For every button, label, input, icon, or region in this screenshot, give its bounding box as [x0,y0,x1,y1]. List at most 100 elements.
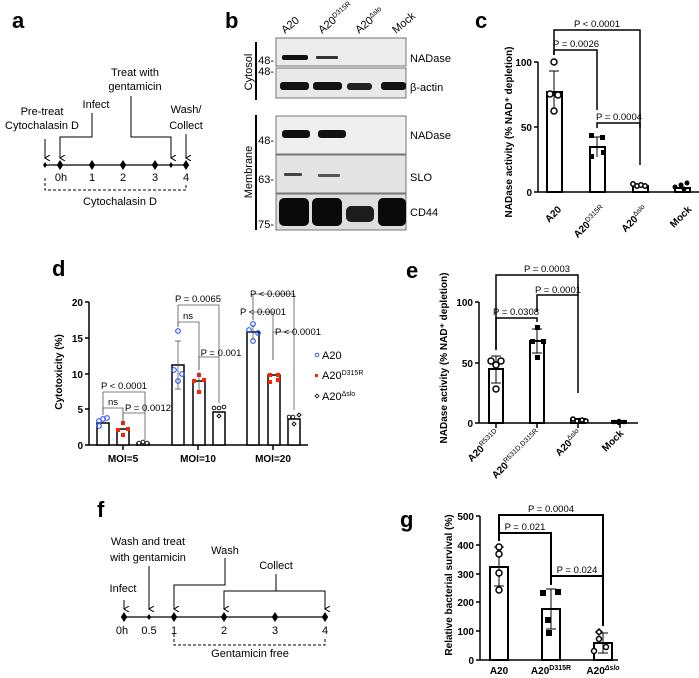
g-y-axis-label: Relative bacterial survival (%) [444,514,455,655]
d-p-moi10-d315r-vs-dslo: P = 0.001 [201,348,242,359]
step-wash: Wash/ [171,104,203,116]
f-step-collect: Collect [259,560,293,572]
e-p-double-vs-dslo: P = 0.0001 [535,285,581,296]
fraction-cytosol: Cytosol [243,54,255,91]
d-p-moi10-a20-vs-dslo: P = 0.0065 [175,294,221,305]
c-xtick-a20-d315r: A20D315R [571,204,608,241]
e-ytick-0: 0 [467,419,473,430]
c-y-axis-label: NADase activity (% NAD⁺ depletion) [504,47,515,218]
g-xtick-a20: A20 [490,666,509,677]
step-infect: Infect [83,99,110,111]
f-tick-0-5: 0.5 [141,625,156,637]
d-p-moi20-a20-vs-dslo: P < 0.0001 [250,289,296,300]
e-p-r531d-vs-double: P = 0.0308 [493,307,539,318]
d-xtick-moi5: MOI=5 [108,454,139,465]
bracket-cytochalasin: Cytochalasin D [83,196,157,208]
d-ytick-0: 0 [77,441,83,452]
g-ytick-200: 200 [457,598,474,609]
d-p-moi5-ns: ns [108,397,118,408]
e-xtick-a20-dslo: A20Δslo [553,428,584,459]
panel-label-c: c [475,8,487,33]
panel-label-a: a [12,8,25,33]
blot-nadase-membrane: NADase [410,130,451,142]
g-xtick-a20-d315r: A20D315R [531,665,571,677]
tick-0h: 0h [55,172,67,184]
e-xtick-mock: Mock [600,428,626,454]
marker-48-cytosol-nadase: 48- [258,55,274,67]
legend-a20-marker [314,352,320,358]
c-p-a20-vs-d315r: P = 0.0026 [553,39,599,50]
d-p-moi10-ns: ns [183,311,193,322]
c-xtick-mock: Mock [668,204,694,230]
c-ytick-100: 100 [515,58,532,69]
blot-slo: SLO [410,172,432,184]
g-p-d315r-vs-dslo: P = 0.024 [557,565,598,576]
lane-a20: A20 [279,15,302,37]
f-step-wash: Wash [211,545,239,557]
c-ytick-0: 0 [526,188,532,199]
step-treat-with: Treat with [111,67,159,79]
fraction-membrane: Membrane [243,146,255,199]
panel-g-chart: g Relative bacterial survival (%) 500 40… [400,504,620,677]
g-ytick-400: 400 [457,541,474,552]
legend-a20-d315r: A20D315R [322,370,363,382]
e-p-r531d-vs-dslo: P = 0.0003 [524,264,570,275]
step-pretreat: Pre-treat [21,106,64,118]
panel-a-timeline: a Pre-treat Cytochalasin D Infect Treat … [5,8,203,208]
tick-4: 4 [183,172,189,184]
step-gentamicin: gentamicin [108,81,161,93]
panel-f-timeline: f Wash and treat with gentamicin Infect … [97,497,328,660]
panel-label-d: d [52,256,65,281]
panel-label-b: b [225,8,238,33]
panel-label-g: g [400,507,413,532]
e-xtick-a20-r531d: A20R531D [465,428,502,465]
f-tick-1: 1 [171,625,177,637]
legend-d315r-marker [315,374,318,377]
d-y-axis-label: Cytotoxicity (%) [54,334,65,410]
d-p-moi20-d315r-vs-dslo: P < 0.0001 [275,327,321,338]
step-collect: Collect [169,120,203,132]
tick-3: 3 [152,172,158,184]
c-ytick-50: 50 [521,123,533,134]
f-step-with-gentamicin: with gentamicin [109,552,186,564]
f-tick-0h: 0h [116,625,128,637]
legend-dslo-marker [314,393,320,399]
marker-75: 75- [258,219,274,231]
g-ytick-500: 500 [457,512,474,523]
lane-a20-dslo: A20Δslo [353,6,386,37]
e-xtick-a20-r531d-d315r: A20R531D,D315R [489,428,543,482]
d-ytick-20: 20 [72,298,84,309]
g-ytick-300: 300 [457,570,474,581]
c-p-a20-vs-dslo: P < 0.0001 [574,19,620,30]
panel-c-chart: c NADase activity (% NAD⁺ depletion) 100… [475,8,699,241]
panel-label-f: f [97,497,105,522]
tick-1: 1 [89,172,95,184]
d-ytick-10: 10 [72,370,84,381]
tick-2: 2 [120,172,126,184]
panel-label-e: e [406,258,418,283]
lane-mock: Mock [390,10,418,36]
c-xtick-a20: A20 [543,204,564,225]
legend-a20-dslo: A20Δslo [322,391,355,403]
d-p-moi5-d315r-vs-dslo: P = 0.0012 [125,403,171,414]
f-tick-4: 4 [322,625,328,637]
panel-b-western-blot: b A20 A20D315R A20Δslo Mock Cytosol Memb… [225,1,451,231]
blot-nadase-cytosol: NADase [410,53,451,65]
c-xtick-a20-dslo: A20Δslo [619,204,650,235]
g-ytick-0: 0 [468,656,474,667]
marker-63: 63- [258,174,274,186]
d-xtick-moi10: MOI=10 [180,454,216,465]
marker-48-membrane-nadase: 48- [258,135,274,147]
g-ytick-100: 100 [457,627,474,638]
d-p-moi5-a20-vs-dslo: P < 0.0001 [101,381,147,392]
d-xtick-moi20: MOI=20 [255,454,291,465]
e-ytick-50: 50 [462,359,474,370]
legend-a20: A20 [322,350,342,362]
f-step-wash-treat: Wash and treat [111,536,185,548]
g-p-a20-vs-d315r: P = 0.021 [505,522,546,533]
f-step-infect: Infect [110,583,137,595]
f-tick-2: 2 [221,625,227,637]
d-ytick-15: 15 [72,334,84,345]
f-tick-3: 3 [272,625,278,637]
